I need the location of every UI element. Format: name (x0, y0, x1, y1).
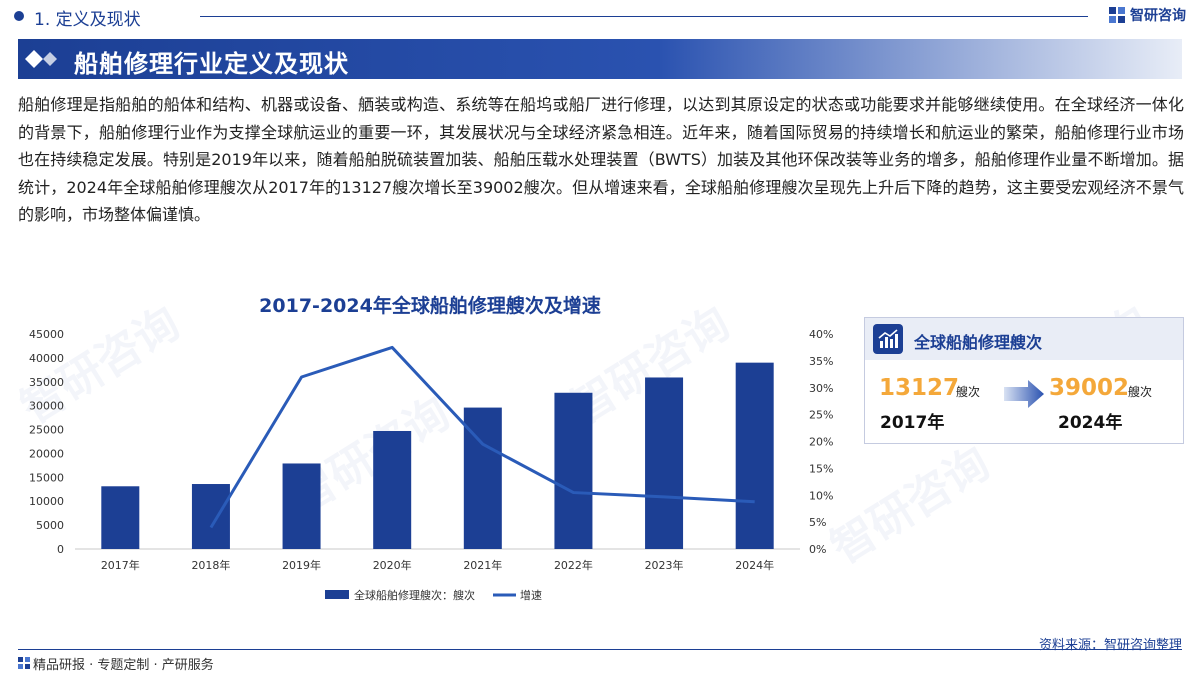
brand-mark-icon (1109, 7, 1125, 23)
y-left-tick-label: 10000 (29, 495, 64, 508)
arrow-right-icon (1004, 380, 1044, 408)
bar (282, 463, 321, 549)
section-label: 1. 定义及现状 (34, 10, 141, 30)
summary-card: 全球船舶修理艘次 13127 艘次 2017年 39002 艘次 2024年 (864, 317, 1184, 444)
y-right-tick-label: 40% (809, 328, 833, 341)
y-right-tick-label: 35% (809, 355, 833, 368)
top-divider (200, 16, 1088, 17)
y-left-tick-label: 25000 (29, 424, 64, 437)
y-left-tick-label: 40000 (29, 352, 64, 365)
brand-logo: 智研咨询 (1108, 5, 1186, 25)
y-right-tick-label: 5% (809, 516, 826, 529)
diamond-bullets-icon (25, 50, 57, 68)
page-title-banner: 船舶修理行业定义及现状 (18, 39, 1182, 79)
y-left-tick-label: 0 (57, 543, 64, 556)
source-note: 资料来源：智研咨询整理 (1038, 638, 1182, 653)
top-bar: 1. 定义及现状 智研咨询 (0, 0, 1200, 34)
x-tick-label: 2017年 (101, 558, 140, 572)
bar (101, 486, 140, 549)
y-left-tick-label: 5000 (36, 519, 64, 532)
x-tick-label: 2021年 (463, 558, 502, 572)
y-left-tick-label: 15000 (29, 471, 64, 484)
bar (373, 430, 412, 549)
unit-2024: 艘次 (1128, 385, 1153, 399)
x-tick-label: 2023年 (645, 558, 684, 572)
footer-slogan: 精品研报 · 专题定制 · 产研服务 (33, 658, 214, 673)
chart-title: 2017-2024年全球船舶修理艘次及增速 (259, 295, 601, 317)
page-title: 船舶修理行业定义及现状 (74, 50, 349, 78)
brand-mark-small-icon (18, 657, 30, 669)
y-right-tick-label: 25% (809, 409, 833, 422)
y-right-tick-label: 20% (809, 436, 833, 449)
value-2017: 13127 (879, 375, 960, 401)
year-2024: 2024年 (1058, 413, 1123, 433)
y-right-tick-label: 30% (809, 382, 833, 395)
year-2017: 2017年 (880, 413, 945, 433)
bar (554, 392, 593, 549)
bar (191, 484, 230, 549)
summary-card-header: 全球船舶修理艘次 (865, 318, 1183, 360)
growth-chart-icon (873, 324, 903, 354)
bar (645, 377, 684, 549)
x-tick-label: 2024年 (735, 558, 774, 572)
x-tick-label: 2019年 (282, 558, 321, 572)
x-tick-label: 2022年 (554, 558, 593, 572)
y-right-tick-label: 0% (809, 543, 826, 556)
unit-2017: 艘次 (956, 385, 981, 399)
x-tick-label: 2018年 (191, 558, 230, 572)
y-left-tick-label: 45000 (29, 328, 64, 341)
bar (735, 362, 774, 549)
legend-line-label: 增速 (520, 588, 542, 602)
legend-bar-swatch (325, 590, 349, 599)
growth-line (209, 345, 755, 529)
y-left-tick-label: 20000 (29, 447, 64, 460)
y-right-tick-label: 10% (809, 489, 833, 502)
x-tick-label: 2020年 (373, 558, 412, 572)
combo-chart: 0 5000 10000 15000 20000 25000 30000 35000 40000… (29, 328, 833, 602)
value-2024: 39002 (1049, 375, 1130, 401)
intro-paragraph: 船舶修理是指船舶的船体和结构、机器或设备、舾装或构造、系统等在船坞或船厂进行修理… (18, 95, 1184, 224)
section-dot-icon (14, 11, 24, 21)
y-right-tick-label: 15% (809, 462, 833, 475)
y-left-tick-label: 35000 (29, 376, 64, 389)
summary-card-title: 全球船舶修理艘次 (914, 333, 1043, 352)
y-left-tick-label: 30000 (29, 400, 64, 413)
footer-divider (18, 649, 1182, 650)
brand-name: 智研咨询 (1130, 8, 1186, 24)
legend-bar-label: 全球船舶修理艘次：艘次 (354, 588, 475, 602)
